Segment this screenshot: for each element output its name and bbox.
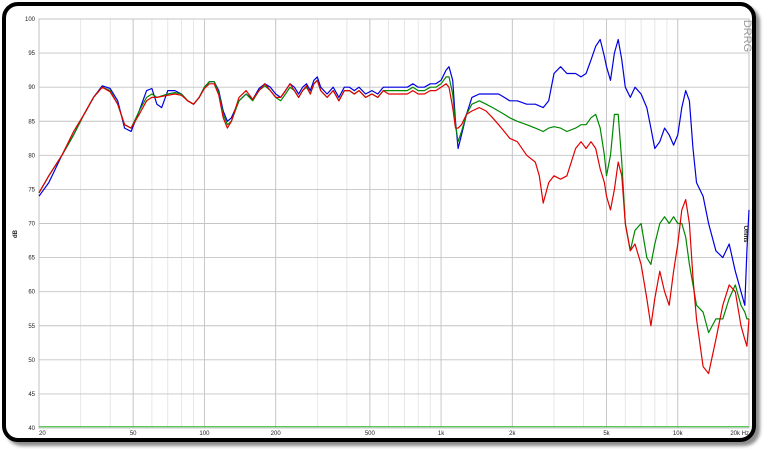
tick-labels: 20 50 100 200 500 1k 2k 5k 10k 20k Hz 40 45 50 55 60 65… bbox=[25, 17, 749, 437]
y-tick-label: 50 bbox=[28, 358, 35, 364]
y-tick-label: 100 bbox=[25, 17, 36, 23]
chart: 20 50 100 200 500 1k 2k 5k 10k 20k Hz 40 45 50 55 60 65… bbox=[13, 17, 752, 437]
x-tick-label: 1k bbox=[438, 431, 445, 437]
y-tick-label: 60 bbox=[28, 290, 35, 296]
chart-frame: 20 50 100 200 500 1k 2k 5k 10k 20k Hz 40 45 50 55 60 65… bbox=[2, 2, 756, 442]
series-layer bbox=[38, 38, 750, 428]
y-tick-label: 85 bbox=[28, 119, 35, 125]
x-tick-label: 5k bbox=[603, 431, 610, 437]
x-tick-label: 10k bbox=[673, 431, 684, 437]
y-tick-label: 95 bbox=[28, 51, 35, 57]
x-tick-label: 20k Hz bbox=[730, 431, 749, 437]
x-tick-label: 50 bbox=[130, 431, 137, 437]
y2-axis-label: Ohms bbox=[742, 225, 748, 243]
x-tick-label: 20 bbox=[39, 431, 46, 437]
y-tick-label: 80 bbox=[28, 153, 35, 159]
y-tick-label: 45 bbox=[28, 392, 35, 398]
y-tick-label: 40 bbox=[28, 426, 35, 432]
series-line-3 bbox=[38, 79, 750, 375]
y-tick-label: 90 bbox=[28, 85, 35, 91]
watermark: DRRG bbox=[741, 20, 752, 52]
x-tick-label: 2k bbox=[509, 431, 516, 437]
y-tick-label: 55 bbox=[28, 324, 35, 330]
y-tick-label: 65 bbox=[28, 256, 35, 262]
x-tick-label: 100 bbox=[199, 431, 210, 437]
x-tick-label: 500 bbox=[365, 431, 376, 437]
x-tick-label: 200 bbox=[271, 431, 282, 437]
y-tick-label: 75 bbox=[28, 187, 35, 193]
y-tick-label: 70 bbox=[28, 222, 35, 228]
y-axis-label: dB bbox=[13, 229, 19, 238]
series-line-2 bbox=[38, 76, 749, 334]
